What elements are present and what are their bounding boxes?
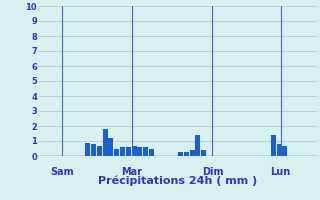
Bar	[276, 144, 282, 156]
Bar	[184, 152, 189, 156]
Bar	[114, 148, 119, 156]
Bar	[190, 150, 195, 156]
Text: Sam: Sam	[50, 167, 74, 177]
Bar	[103, 129, 108, 156]
Bar	[178, 152, 183, 156]
Bar	[97, 146, 102, 156]
Bar	[201, 150, 206, 156]
Bar	[283, 146, 287, 156]
Bar	[91, 144, 96, 156]
Text: Mar: Mar	[121, 167, 142, 177]
Bar	[196, 135, 200, 156]
Bar	[143, 147, 148, 156]
Bar	[137, 147, 142, 156]
Bar	[126, 147, 131, 156]
Bar	[132, 146, 137, 156]
Text: Dim: Dim	[202, 167, 223, 177]
Bar	[149, 148, 154, 156]
Bar	[271, 135, 276, 156]
Text: Lun: Lun	[270, 167, 291, 177]
X-axis label: Précipitations 24h ( mm ): Précipitations 24h ( mm )	[98, 175, 257, 186]
Bar	[108, 138, 113, 156]
Bar	[85, 142, 90, 156]
Bar	[120, 147, 125, 156]
